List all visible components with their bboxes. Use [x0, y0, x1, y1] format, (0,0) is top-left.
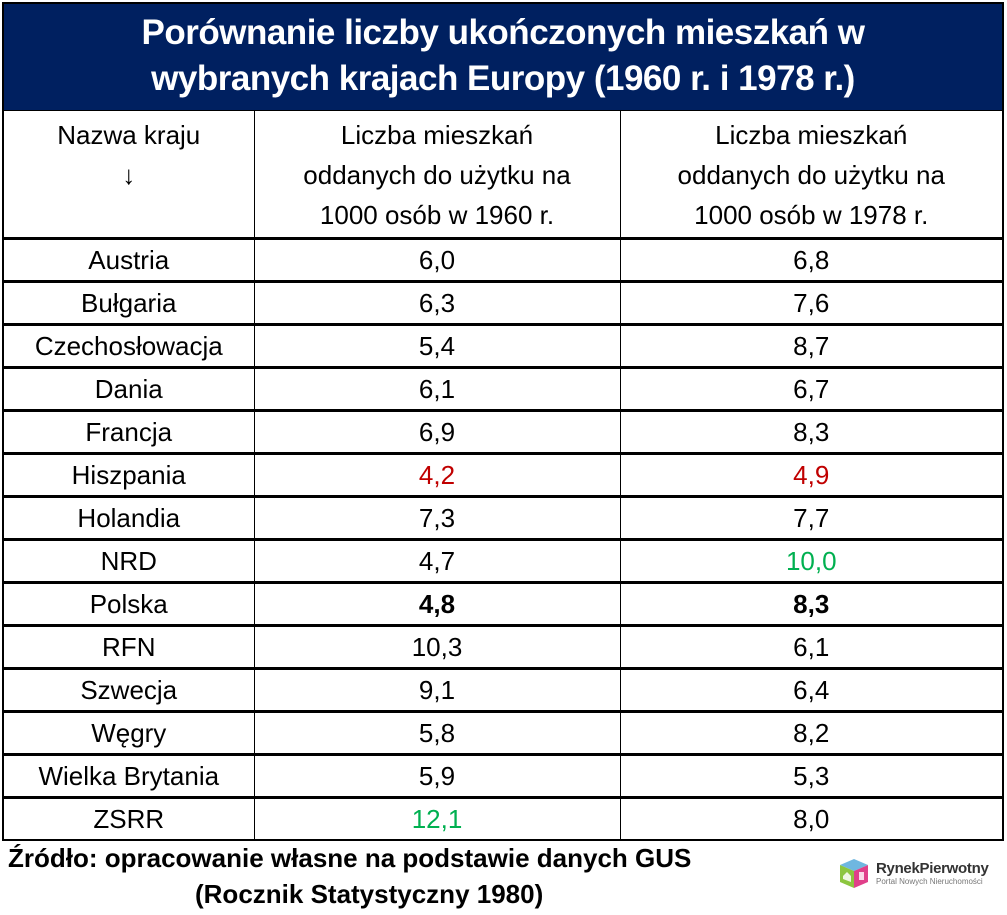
value-1978-cell: 7,7 [619, 496, 1002, 541]
value-1960-cell: 5,4 [253, 324, 620, 369]
table-row: Czechosłowacja 5,4 8,7 [4, 324, 1002, 369]
source-note-yearbook: (Rocznik Statystyczny 1980) [195, 879, 544, 909]
country-cell: Polska [4, 582, 254, 627]
country-cell: Hiszpania [4, 453, 254, 498]
table-row: Polska 4,8 8,3 [4, 582, 1002, 627]
arrow-down-icon: ↓ [122, 160, 136, 190]
country-cell: Czechosłowacja [4, 324, 254, 369]
header-country-label: Nazwa kraju [57, 120, 201, 150]
value-1978-cell: 8,7 [619, 324, 1002, 369]
table-title: Porównanie liczby ukończonych mieszkań w… [4, 4, 1002, 111]
title-line-2: wybranych krajach Europy (1960 r. i 1978… [151, 59, 855, 98]
country-cell: Wielka Brytania [4, 754, 254, 799]
table-row: Dania 6,1 6,7 [4, 367, 1002, 412]
table-row: Austria 6,0 6,8 [4, 238, 1002, 283]
table-row: Węgry 5,8 8,2 [4, 711, 1002, 756]
value-1978-cell: 7,6 [619, 281, 1002, 326]
country-cell: Holandia [4, 496, 254, 541]
country-cell: ZSRR [93, 804, 165, 834]
value-1978-cell-min: 4,9 [619, 453, 1002, 498]
value-1960-cell: 5,9 [253, 754, 620, 799]
rynekpierwotny-logo: RynekPierwotny Portal Nowych Nieruchomoś… [836, 852, 1006, 894]
value-1960-cell-max: 12,1 [253, 797, 620, 839]
housing-table: Nazwa kraju ↓ Liczba mieszkań oddanych d… [4, 111, 1002, 839]
value-1960-cell: 5,8 [253, 711, 620, 756]
logo-name: RynekPierwotny [876, 859, 989, 877]
country-cell: Szwecja [4, 668, 254, 713]
footer: Źródło: opracowanie własne na podstawie … [0, 840, 1007, 915]
logo-tagline: Portal Nowych Nieruchomości [876, 876, 983, 886]
header-1960-line: 1000 osób w 1960 r. [319, 200, 555, 230]
header-1978-line: 1000 osób w 1978 r. [694, 200, 929, 230]
header-1978-line: Liczba mieszkań [715, 120, 908, 150]
table-row: Hiszpania 4,2 4,9 [4, 453, 1002, 498]
value-1978-cell: 6,1 [619, 625, 1002, 670]
header-1960-line: oddanych do użytku na [303, 160, 571, 190]
data-table-container: Porównanie liczby ukończonych mieszkań w… [2, 2, 1004, 841]
country-cell: Francja [4, 410, 254, 455]
country-cell: Austria [4, 238, 254, 283]
value-1978-cell: 8,3 [619, 410, 1002, 455]
value-1960-cell: 6,3 [253, 281, 620, 326]
value-1960-cell: 7,3 [253, 496, 620, 541]
header-row: Nazwa kraju ↓ Liczba mieszkań oddanych d… [4, 111, 1002, 240]
value-1960-cell: 6,0 [253, 238, 620, 283]
table-row: NRD 4,7 10,0 [4, 539, 1002, 584]
source-note: Źródło: opracowanie własne na podstawie … [8, 843, 692, 873]
country-cell: Dania [4, 367, 254, 412]
header-1978-line: oddanych do użytku na [677, 160, 945, 190]
table-row: Szwecja 9,1 6,4 [4, 668, 1002, 713]
table-row: Wielka Brytania 5,9 5,3 [4, 754, 1002, 799]
header-1960-line: Liczba mieszkań [340, 120, 534, 150]
value-1978-cell: 6,4 [619, 668, 1002, 713]
value-1978-cell: 8,0 [619, 797, 1002, 839]
table-row: Bułgaria 6,3 7,6 [4, 281, 1002, 326]
value-1960-cell: 10,3 [253, 625, 620, 670]
value-1978-cell-highlight: 8,3 [619, 582, 1002, 627]
value-1960-cell: 9,1 [253, 668, 620, 713]
header-1960: Liczba mieszkań oddanych do użytku na 10… [253, 111, 620, 240]
value-1978-cell: 6,7 [619, 367, 1002, 412]
value-1960-cell: 6,1 [253, 367, 620, 412]
table-row: RFN 10,3 6,1 [4, 625, 1002, 670]
value-1978-cell: 6,8 [619, 238, 1002, 283]
table-row: Holandia 7,3 7,7 [4, 496, 1002, 541]
header-country: Nazwa kraju ↓ [4, 111, 254, 240]
value-1978-cell: 8,2 [619, 711, 1002, 756]
title-line-1: Porównanie liczby ukończonych mieszkań w [141, 13, 865, 52]
value-1960-cell-min: 4,2 [253, 453, 620, 498]
country-cell: RFN [4, 625, 254, 670]
header-1978: Liczba mieszkań oddanych do użytku na 10… [619, 111, 1002, 240]
value-1978-cell-max: 10,0 [619, 539, 1002, 584]
country-cell: Węgry [4, 711, 254, 756]
logo-text: RynekPierwotny Portal Nowych Nieruchomoś… [876, 860, 989, 887]
value-1960-cell-highlight: 4,8 [253, 582, 620, 627]
house-cube-icon [840, 859, 868, 888]
country-cell: Bułgaria [4, 281, 254, 326]
table-row: ZSRR 12,1 8,0 [4, 797, 1002, 839]
country-cell: NRD [4, 539, 254, 584]
value-1960-cell: 6,9 [253, 410, 620, 455]
value-1960-cell: 4,7 [253, 539, 620, 584]
value-1978-cell: 5,3 [619, 754, 1002, 799]
table-row: Francja 6,9 8,3 [4, 410, 1002, 455]
